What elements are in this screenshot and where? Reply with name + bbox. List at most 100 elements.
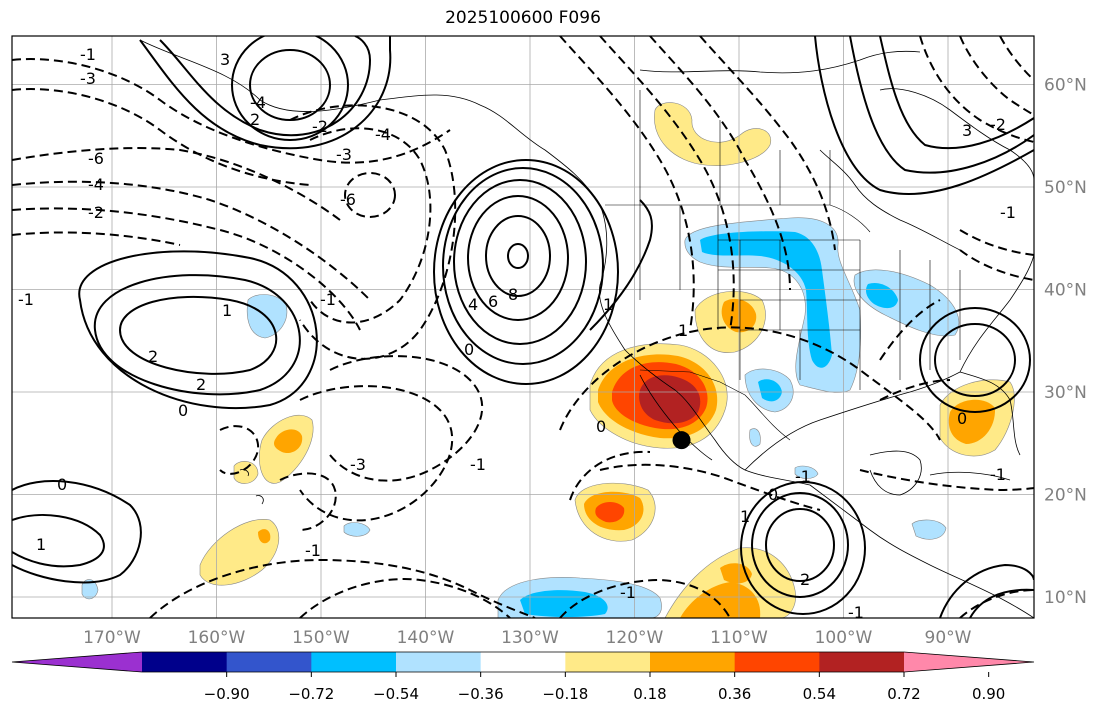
colorbar-segment — [396, 652, 482, 672]
cool-area-texas-dark — [758, 379, 782, 402]
map-title: 2025100600 F096 — [445, 8, 601, 28]
colorbar-tick-label: 0.72 — [887, 685, 920, 703]
longitude-label: 90°W — [925, 628, 972, 648]
contour-label: -1 — [320, 290, 336, 309]
warm-area-central-pacific-orange — [274, 429, 303, 454]
contour-label: -6 — [88, 149, 104, 168]
longitude-label: 170°W — [83, 628, 141, 648]
contour-label: 0 — [57, 475, 67, 494]
warm-area-west-pacific — [199, 519, 280, 586]
contour-label: 0 — [768, 485, 778, 504]
contour-label: -2 — [312, 117, 328, 136]
contour-label: -4 — [250, 93, 266, 112]
graticule — [12, 36, 1034, 618]
contour-label: 2 — [800, 570, 810, 589]
latitude-label: 50°N — [1044, 178, 1087, 198]
contour-label: 1 — [36, 535, 46, 554]
contour-label: -1 — [18, 290, 34, 309]
contour-label: -1 — [848, 603, 864, 622]
contour-label: -6 — [340, 190, 356, 209]
colorbar-outline — [11, 651, 1035, 673]
contour-label: 8 — [508, 285, 518, 304]
colorbar-tick-label: 0.36 — [718, 685, 751, 703]
contour-label: -1 — [795, 467, 811, 486]
colorbar — [11, 651, 1035, 673]
colorbar-segment — [142, 652, 228, 672]
colorbar-segment — [480, 652, 566, 672]
colorbar-tick-label: −0.90 — [204, 685, 250, 703]
solid-contours — [12, 36, 1034, 618]
latitude-label: 20°N — [1044, 486, 1087, 506]
latitude-label: 60°N — [1044, 76, 1087, 96]
colorbar-tick-label: −0.54 — [373, 685, 419, 703]
warm-area-eastern-pacific-red — [595, 502, 625, 523]
contour-label: -4 — [88, 175, 104, 194]
contour-label: 2 — [148, 347, 158, 366]
contour-label: 1 — [678, 321, 688, 340]
contour-label: -1 — [470, 455, 486, 474]
latitude-label: 40°N — [1044, 281, 1087, 301]
contour-label: 0 — [596, 417, 606, 436]
colorbar-tick-label: −0.72 — [288, 685, 334, 703]
contour-label: -2 — [990, 115, 1006, 134]
contour-label: 0 — [464, 340, 474, 359]
warm-area-gulf-alaska — [654, 102, 772, 166]
contour-label: -3 — [350, 455, 366, 474]
warm-area-baja-dark — [639, 375, 701, 424]
colorbar-segment — [819, 652, 905, 672]
contour-label: -1 — [990, 465, 1006, 484]
contour-label: -4 — [375, 125, 391, 144]
contour-label: 3 — [962, 121, 972, 140]
longitude-label: 110°W — [710, 628, 768, 648]
longitude-label: 130°W — [501, 628, 559, 648]
warm-area-west-pacific-orange — [258, 529, 271, 544]
warm-area-hawaii-north — [233, 461, 259, 484]
colorbar-tick-label: 0.90 — [972, 685, 1005, 703]
contour-label: 2 — [250, 110, 260, 129]
longitude-labels: 170°W 160°W 150°W 140°W 130°W 120°W 110°W 100°W… — [83, 628, 972, 648]
colorbar-segment — [311, 652, 397, 672]
colorbar-tick-label: 0.18 — [633, 685, 666, 703]
contour-label: 0 — [957, 409, 967, 428]
latitude-label: 10°N — [1044, 588, 1087, 608]
contour-label: 2 — [196, 375, 206, 394]
longitude-label: 120°W — [606, 628, 664, 648]
colorbar-segment — [734, 652, 820, 672]
longitude-label: 100°W — [815, 628, 873, 648]
shading-layer — [81, 102, 1015, 618]
contour-label: 6 — [488, 292, 498, 311]
longitude-label: 150°W — [292, 628, 350, 648]
contour-label: -2 — [88, 203, 104, 222]
contour-label: 1 — [222, 301, 232, 320]
contour-label: -1 — [620, 583, 636, 602]
contour-label: 1 — [603, 295, 613, 314]
dashed-contours — [12, 36, 1034, 618]
longitude-label: 140°W — [397, 628, 455, 648]
colorbar-extend-low — [12, 652, 142, 672]
contour-label: -3 — [80, 69, 96, 88]
contour-label-group: 8 6 4 2 2 2 1 1 1 3 3 2 1 0 0 0 0 0 0 1 … — [18, 45, 1016, 622]
cool-area-caribbean — [911, 519, 947, 540]
cool-area-gulf-mexico — [749, 428, 761, 447]
latitude-label: 30°N — [1044, 383, 1087, 403]
contour-label: 4 — [468, 295, 478, 314]
contour-label: 0 — [178, 401, 188, 420]
colorbar-tick-label: 0.54 — [803, 685, 836, 703]
contour-label: 3 — [220, 50, 230, 69]
cool-area-northern-plains-dark — [700, 231, 832, 368]
map-frame — [11, 35, 1035, 619]
colorbar-tick-label: −0.36 — [458, 685, 504, 703]
point-marker — [672, 431, 691, 450]
colorbar-segment — [650, 652, 736, 672]
latitude-labels: 60°N 50°N 40°N 30°N 20°N 10°N — [1044, 76, 1087, 609]
colorbar-segment — [226, 652, 312, 672]
contour-label: -1 — [1000, 203, 1016, 222]
cool-area-small-3 — [794, 465, 819, 479]
colorbar-tick-labels: −0.90 −0.72 −0.54 −0.36 −0.18 0.18 0.36 0.54 0.7… — [204, 672, 1005, 703]
colorbar-extend-high — [904, 652, 1034, 672]
political-borders — [605, 90, 961, 441]
cool-area-small-1 — [343, 522, 371, 537]
colorbar-tick-label: −0.18 — [542, 685, 588, 703]
colorbar-segment — [565, 652, 651, 672]
